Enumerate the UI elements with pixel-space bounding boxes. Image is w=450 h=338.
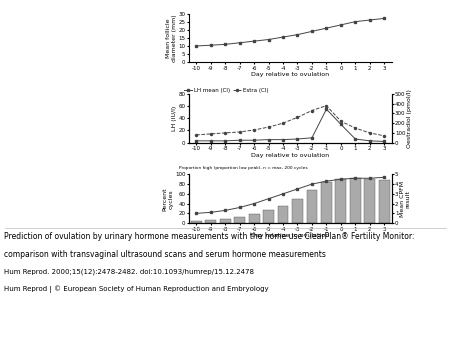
Y-axis label: LH (IU/l): LH (IU/l) xyxy=(172,106,177,131)
Bar xyxy=(306,190,317,223)
Text: Hum Reprod | © European Society of Human Reproduction and Embryology: Hum Reprod | © European Society of Human… xyxy=(4,285,269,293)
Bar xyxy=(263,211,274,223)
Text: Prediction of ovulation by urinary hormone measurements with the home use ClearP: Prediction of ovulation by urinary hormo… xyxy=(4,232,415,241)
Y-axis label: Percent
cycles: Percent cycles xyxy=(163,187,174,211)
X-axis label: Day relative to ovulation: Day relative to ovulation xyxy=(251,233,329,238)
Bar xyxy=(379,180,390,223)
Y-axis label: Mean follicle
diameter (mm): Mean follicle diameter (mm) xyxy=(166,14,177,62)
Bar xyxy=(249,214,260,223)
Bar xyxy=(191,221,202,223)
Bar xyxy=(220,219,230,223)
Legend: LH mean (CI), Estra (CI): LH mean (CI), Estra (CI) xyxy=(182,86,270,95)
Bar xyxy=(335,179,346,223)
Text: Hum Reprod. 2000;15(12):2478-2482. doi:10.1093/humrep/15.12.2478: Hum Reprod. 2000;15(12):2478-2482. doi:1… xyxy=(4,269,255,275)
Bar xyxy=(350,178,361,223)
X-axis label: Day relative to ovulation: Day relative to ovulation xyxy=(251,152,329,158)
Bar xyxy=(321,182,332,223)
Y-axis label: Oestradiol (pmol/l): Oestradiol (pmol/l) xyxy=(407,89,412,148)
X-axis label: Day relative to ovulation: Day relative to ovulation xyxy=(251,72,329,77)
Text: comparison with transvaginal ultrasound scans and serum hormone measurements: comparison with transvaginal ultrasound … xyxy=(4,250,326,259)
Text: Proportion high (proportion low peak), n = max, 200 cycles: Proportion high (proportion low peak), n… xyxy=(179,166,307,170)
Y-axis label: Mean CPFM
result: Mean CPFM result xyxy=(400,180,411,217)
Bar xyxy=(278,206,288,223)
Bar xyxy=(292,199,303,223)
Bar xyxy=(234,217,245,223)
Bar xyxy=(205,220,216,223)
Bar xyxy=(364,179,375,223)
